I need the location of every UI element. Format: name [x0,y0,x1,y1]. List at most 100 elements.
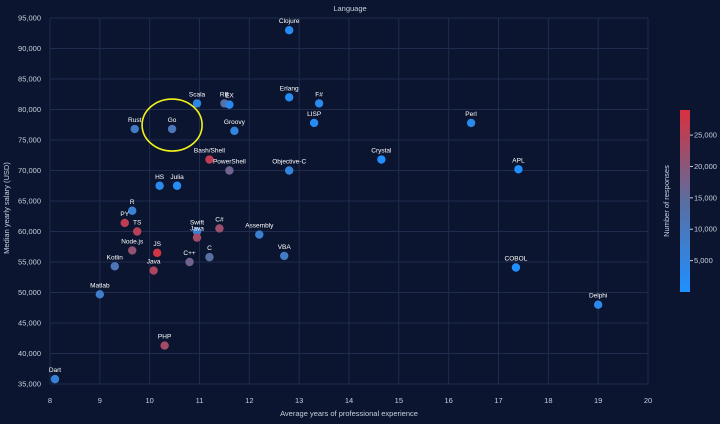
x-tick-label: 19 [594,396,602,405]
point-label: EX [225,93,234,100]
data-point [155,181,164,190]
point-label: C# [215,216,224,223]
data-point [149,266,158,275]
y-tick-label: 65,000 [18,197,41,206]
y-tick-label: 80,000 [18,105,41,114]
data-point [120,218,129,228]
data-point [225,100,234,109]
data-point [255,230,264,239]
point-label: Objective-C [272,159,306,166]
data-point [205,155,214,164]
point-label: Java [147,259,161,266]
point-label: Swift [190,220,204,227]
data-point [50,374,60,384]
y-axis-ticks: 35,000 40,000 45,000 50,000 55,000 60,000 65,0… [18,14,41,389]
y-tick-label: 90,000 [18,44,41,53]
colorbar-tick-label: 10,000 [694,225,717,234]
data-point [377,155,386,164]
y-tick-label: 70,000 [18,166,41,175]
point-label: Delphi [589,293,607,300]
data-point [280,251,289,261]
colorbar: 5,000 10,000 15,000 20,000 25,000 Number of … [662,110,717,292]
data-point [192,227,202,236]
x-tick-label: 15 [395,396,403,405]
data-point [225,166,234,175]
data-point [285,26,294,35]
y-tick-label: 45,000 [18,319,41,328]
data-point [215,224,224,233]
data-point [130,124,139,134]
x-axis-label: Average years of professional experience [280,409,418,418]
point-label: C++ [183,250,195,257]
point-label: APL [512,157,525,164]
y-tick-label: 40,000 [18,349,41,358]
x-tick-label: 8 [48,396,52,405]
x-tick-label: 17 [494,396,502,405]
colorbar-tick-label: 15,000 [694,193,717,202]
y-tick-label: 35,000 [18,380,41,389]
point-label: C [207,245,212,252]
point-label: PowerShell [213,159,246,166]
point-label: PHP [158,334,171,341]
data-point [128,246,137,255]
x-tick-label: 13 [295,396,303,405]
colorbar-tick-label: 20,000 [694,162,717,171]
y-axis-label: Median yearly salary (USD) [2,162,11,254]
point-label: Node.js [121,238,144,245]
point-label: Erlang [280,85,299,92]
data-point [230,126,239,136]
y-tick-label: 85,000 [18,75,41,84]
data-point [133,227,142,236]
data-point [167,124,177,134]
data-point [205,252,214,262]
y-tick-label: 75,000 [18,136,41,145]
point-label: Dart [49,367,61,374]
colorbar-tick-label: 5,000 [694,256,713,265]
x-tick-label: 10 [145,396,153,405]
point-label: Scala [189,91,206,98]
chart-title: Language [333,4,366,13]
point-label: RB [220,91,229,98]
point-label: Clojure [279,18,300,25]
data-point [192,99,202,108]
colorbar-title: Number of responses [662,165,671,237]
data-point [160,341,169,350]
point-label: PY [120,211,129,218]
x-tick-label: 12 [245,396,253,405]
point-label: Crystal [371,148,392,155]
x-tick-label: 18 [544,396,552,405]
point-label: VBA [278,244,292,251]
data-point [152,248,162,258]
data-point [192,233,202,242]
data-point [514,165,523,174]
point-label: Go [168,117,177,124]
colorbar-ticks: 5,000 10,000 15,000 20,000 25,000 [690,131,717,265]
data-point [95,290,105,299]
x-axis-ticks: 8 9 10 11 12 13 14 15 16 17 18 19 20 [48,396,652,405]
data-point [511,263,521,272]
y-tick-label: 50,000 [18,288,41,297]
colorbar-tick-label: 25,000 [694,131,717,140]
data-point [314,99,324,108]
point-label: Julia [170,174,184,181]
point-label: LISP [307,111,321,118]
data-point [185,257,194,267]
colorbar-gradient [680,110,690,292]
data-point [466,118,476,128]
grid [49,17,649,385]
point-label: Perl [465,111,477,118]
x-tick-label: 9 [98,396,102,405]
y-tick-label: 95,000 [18,14,41,23]
point-label: Groovy [224,119,246,126]
x-tick-label: 14 [345,396,353,405]
y-tick-label: 60,000 [18,227,41,236]
x-tick-label: 11 [196,396,204,405]
highlight-circle [141,98,203,152]
data-points [50,26,603,384]
x-tick-label: 16 [444,396,452,405]
data-point [309,118,319,128]
data-point [110,262,119,271]
